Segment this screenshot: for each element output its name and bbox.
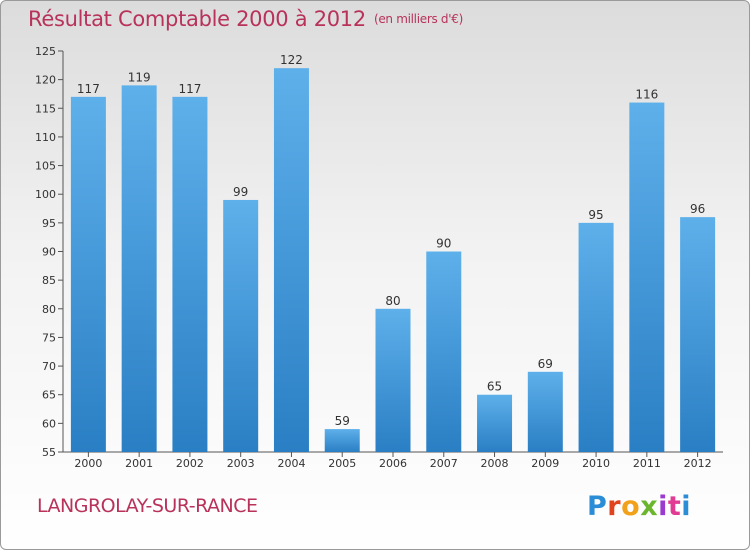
y-tick-label: 85 [42, 274, 56, 287]
x-tick-label: 2012 [684, 457, 712, 470]
x-tick-label: 2000 [74, 457, 102, 470]
bar-2006 [375, 308, 411, 452]
y-tick-label: 100 [35, 188, 56, 201]
data-label-2011: 116 [635, 88, 658, 102]
data-label-2004: 122 [280, 53, 303, 67]
bar-2004 [273, 68, 309, 452]
y-tick-label: 70 [42, 360, 56, 373]
x-tick-label: 2005 [328, 457, 356, 470]
y-tick-label: 120 [35, 74, 56, 87]
y-tick-label: 105 [35, 160, 56, 173]
y-tick-label: 65 [42, 389, 56, 402]
y-tick-label: 95 [42, 217, 56, 230]
bar-2007 [426, 251, 462, 452]
y-tick-label: 75 [42, 331, 56, 344]
bar-2001 [121, 85, 157, 452]
x-tick-label: 2004 [277, 457, 305, 470]
x-tick-label: 2006 [379, 457, 407, 470]
bar-2010 [578, 222, 614, 452]
y-tick-label: 55 [42, 446, 56, 459]
x-tick-label: 2003 [227, 457, 255, 470]
data-label-2005: 59 [335, 414, 350, 428]
data-label-2010: 95 [588, 208, 603, 222]
bar-2011 [629, 102, 665, 453]
y-tick-label: 60 [42, 417, 56, 430]
x-tick-label: 2002 [176, 457, 204, 470]
data-label-2008: 65 [487, 380, 502, 394]
x-tick-label: 2007 [430, 457, 458, 470]
data-label-2000: 117 [77, 82, 100, 96]
data-label-2002: 117 [178, 82, 201, 96]
data-label-2012: 96 [690, 202, 705, 216]
chart-title: Résultat Comptable 2000 à 2012 (en millie… [28, 7, 463, 31]
data-label-2007: 90 [436, 237, 451, 251]
bar-2000 [70, 96, 106, 452]
y-tick-label: 125 [35, 45, 56, 58]
data-label-2006: 80 [385, 294, 400, 308]
data-label-2003: 99 [233, 185, 248, 199]
bar-2012 [680, 217, 716, 452]
x-tick-label: 2009 [531, 457, 559, 470]
y-tick-label: 90 [42, 246, 56, 259]
data-label-2001: 119 [128, 70, 151, 84]
x-tick-label: 2001 [125, 457, 153, 470]
bar-2008 [477, 394, 513, 452]
y-tick-label: 115 [35, 102, 56, 115]
commune-name: LANGROLAY-SUR-RANCE [37, 495, 258, 517]
y-tick-label: 110 [35, 131, 56, 144]
y-tick-label: 80 [42, 303, 56, 316]
data-label-2009: 69 [538, 357, 553, 371]
bar-2002 [172, 96, 208, 452]
bar-2009 [527, 371, 563, 452]
bar-2003 [223, 199, 259, 452]
bar-2005 [324, 429, 360, 452]
proxiti-logo[interactable]: Proxiti [587, 491, 692, 522]
x-tick-label: 2011 [633, 457, 661, 470]
x-tick-label: 2008 [481, 457, 509, 470]
x-tick-label: 2010 [582, 457, 610, 470]
chart-title-text: Résultat Comptable 2000 à 2012 [28, 7, 366, 31]
chart-unit: (en milliers d'€) [373, 12, 463, 26]
